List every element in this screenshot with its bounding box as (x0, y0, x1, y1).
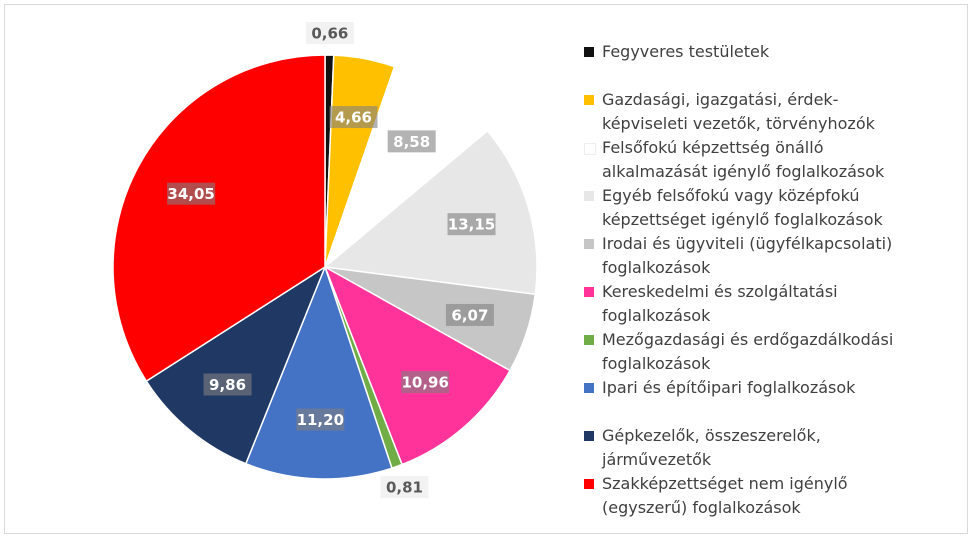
legend-swatch (584, 335, 594, 345)
legend-item: Irodai és ügyviteli (ügyfélkapcsolati) f… (584, 232, 914, 280)
legend-label: Felsőfokú képzettség önálló alkalmazását… (602, 138, 885, 181)
legend-swatch (584, 239, 594, 249)
pie-slice (323, 129, 538, 296)
legend-item: Fegyveres testületek (584, 40, 914, 88)
legend-label: Irodai és ügyviteli (ügyfélkapcsolati) f… (602, 234, 893, 277)
legend-label: Fegyveres testületek (602, 42, 770, 61)
data-label: 9,86 (209, 376, 246, 394)
legend-swatch (584, 383, 594, 393)
data-label: 13,15 (448, 216, 495, 234)
legend-label: Egyéb felsőfokú vagy középfokú képzettsé… (602, 186, 883, 229)
legend-swatch (584, 431, 594, 441)
data-label: 10,96 (401, 374, 448, 392)
pie-slice (323, 65, 489, 270)
legend-label: Mezőgazdasági és erdőgazdálkodási foglal… (602, 330, 894, 373)
legend-swatch (584, 95, 594, 105)
legend-item: Szakképzettséget nem igénylő (egyszerű) … (584, 472, 914, 520)
data-label-box (203, 373, 252, 396)
legend-swatch (584, 143, 596, 155)
data-label: 0,66 (311, 25, 348, 43)
data-label-box (401, 371, 450, 394)
legend-item: Gazdasági, igazgatási, érdek-képviseleti… (584, 88, 914, 136)
data-label-box (447, 213, 496, 236)
data-label-box (329, 106, 378, 129)
pie-slice (145, 265, 327, 465)
legend-item: Felsőfokú képzettség önálló alkalmazását… (584, 136, 914, 184)
data-label-box (380, 476, 429, 499)
pie-slice (244, 264, 393, 480)
data-label: 0,81 (386, 479, 423, 497)
legend-swatch (584, 47, 594, 57)
legend-swatch (584, 479, 594, 489)
data-label-box (445, 303, 494, 326)
data-label: 8,58 (393, 133, 430, 151)
legend-label: Kereskedelmi és szolgáltatási foglalkozá… (602, 282, 838, 325)
legend-swatch (584, 287, 594, 297)
data-label: 34,05 (167, 185, 214, 203)
legend-item: Gépkezelők, összeszerelők, járművezetők (584, 424, 914, 472)
pie-slice (323, 265, 512, 466)
legend-item: Ipari és építőipari foglalkozások (584, 376, 914, 424)
data-label: 6,07 (451, 306, 488, 324)
legend-item: Kereskedelmi és szolgáltatási foglalkozá… (584, 280, 914, 328)
pie-slice (112, 54, 326, 383)
legend-label: Gazdasági, igazgatási, érdek-képviseleti… (602, 90, 875, 133)
legend-item: Egyéb felsőfokú vagy középfokú képzettsé… (584, 184, 914, 232)
legend-swatch (584, 191, 594, 201)
data-label-box (296, 408, 345, 431)
legend-label: Ipari és építőipari foglalkozások (602, 378, 856, 397)
data-label-box (387, 130, 436, 153)
data-label-box (305, 22, 354, 45)
legend-label: Gépkezelők, összeszerelők, járművezetők (602, 426, 821, 469)
data-label: 4,66 (335, 109, 372, 127)
legend: Fegyveres testületek Gazdasági, igazgatás… (584, 40, 914, 520)
data-label-box (167, 182, 216, 205)
data-label: 11,20 (297, 411, 344, 429)
legend-label: Szakképzettséget nem igénylő (egyszerű) … (602, 474, 848, 517)
legend-item: Mezőgazdasági és erdőgazdálkodási foglal… (584, 328, 914, 376)
